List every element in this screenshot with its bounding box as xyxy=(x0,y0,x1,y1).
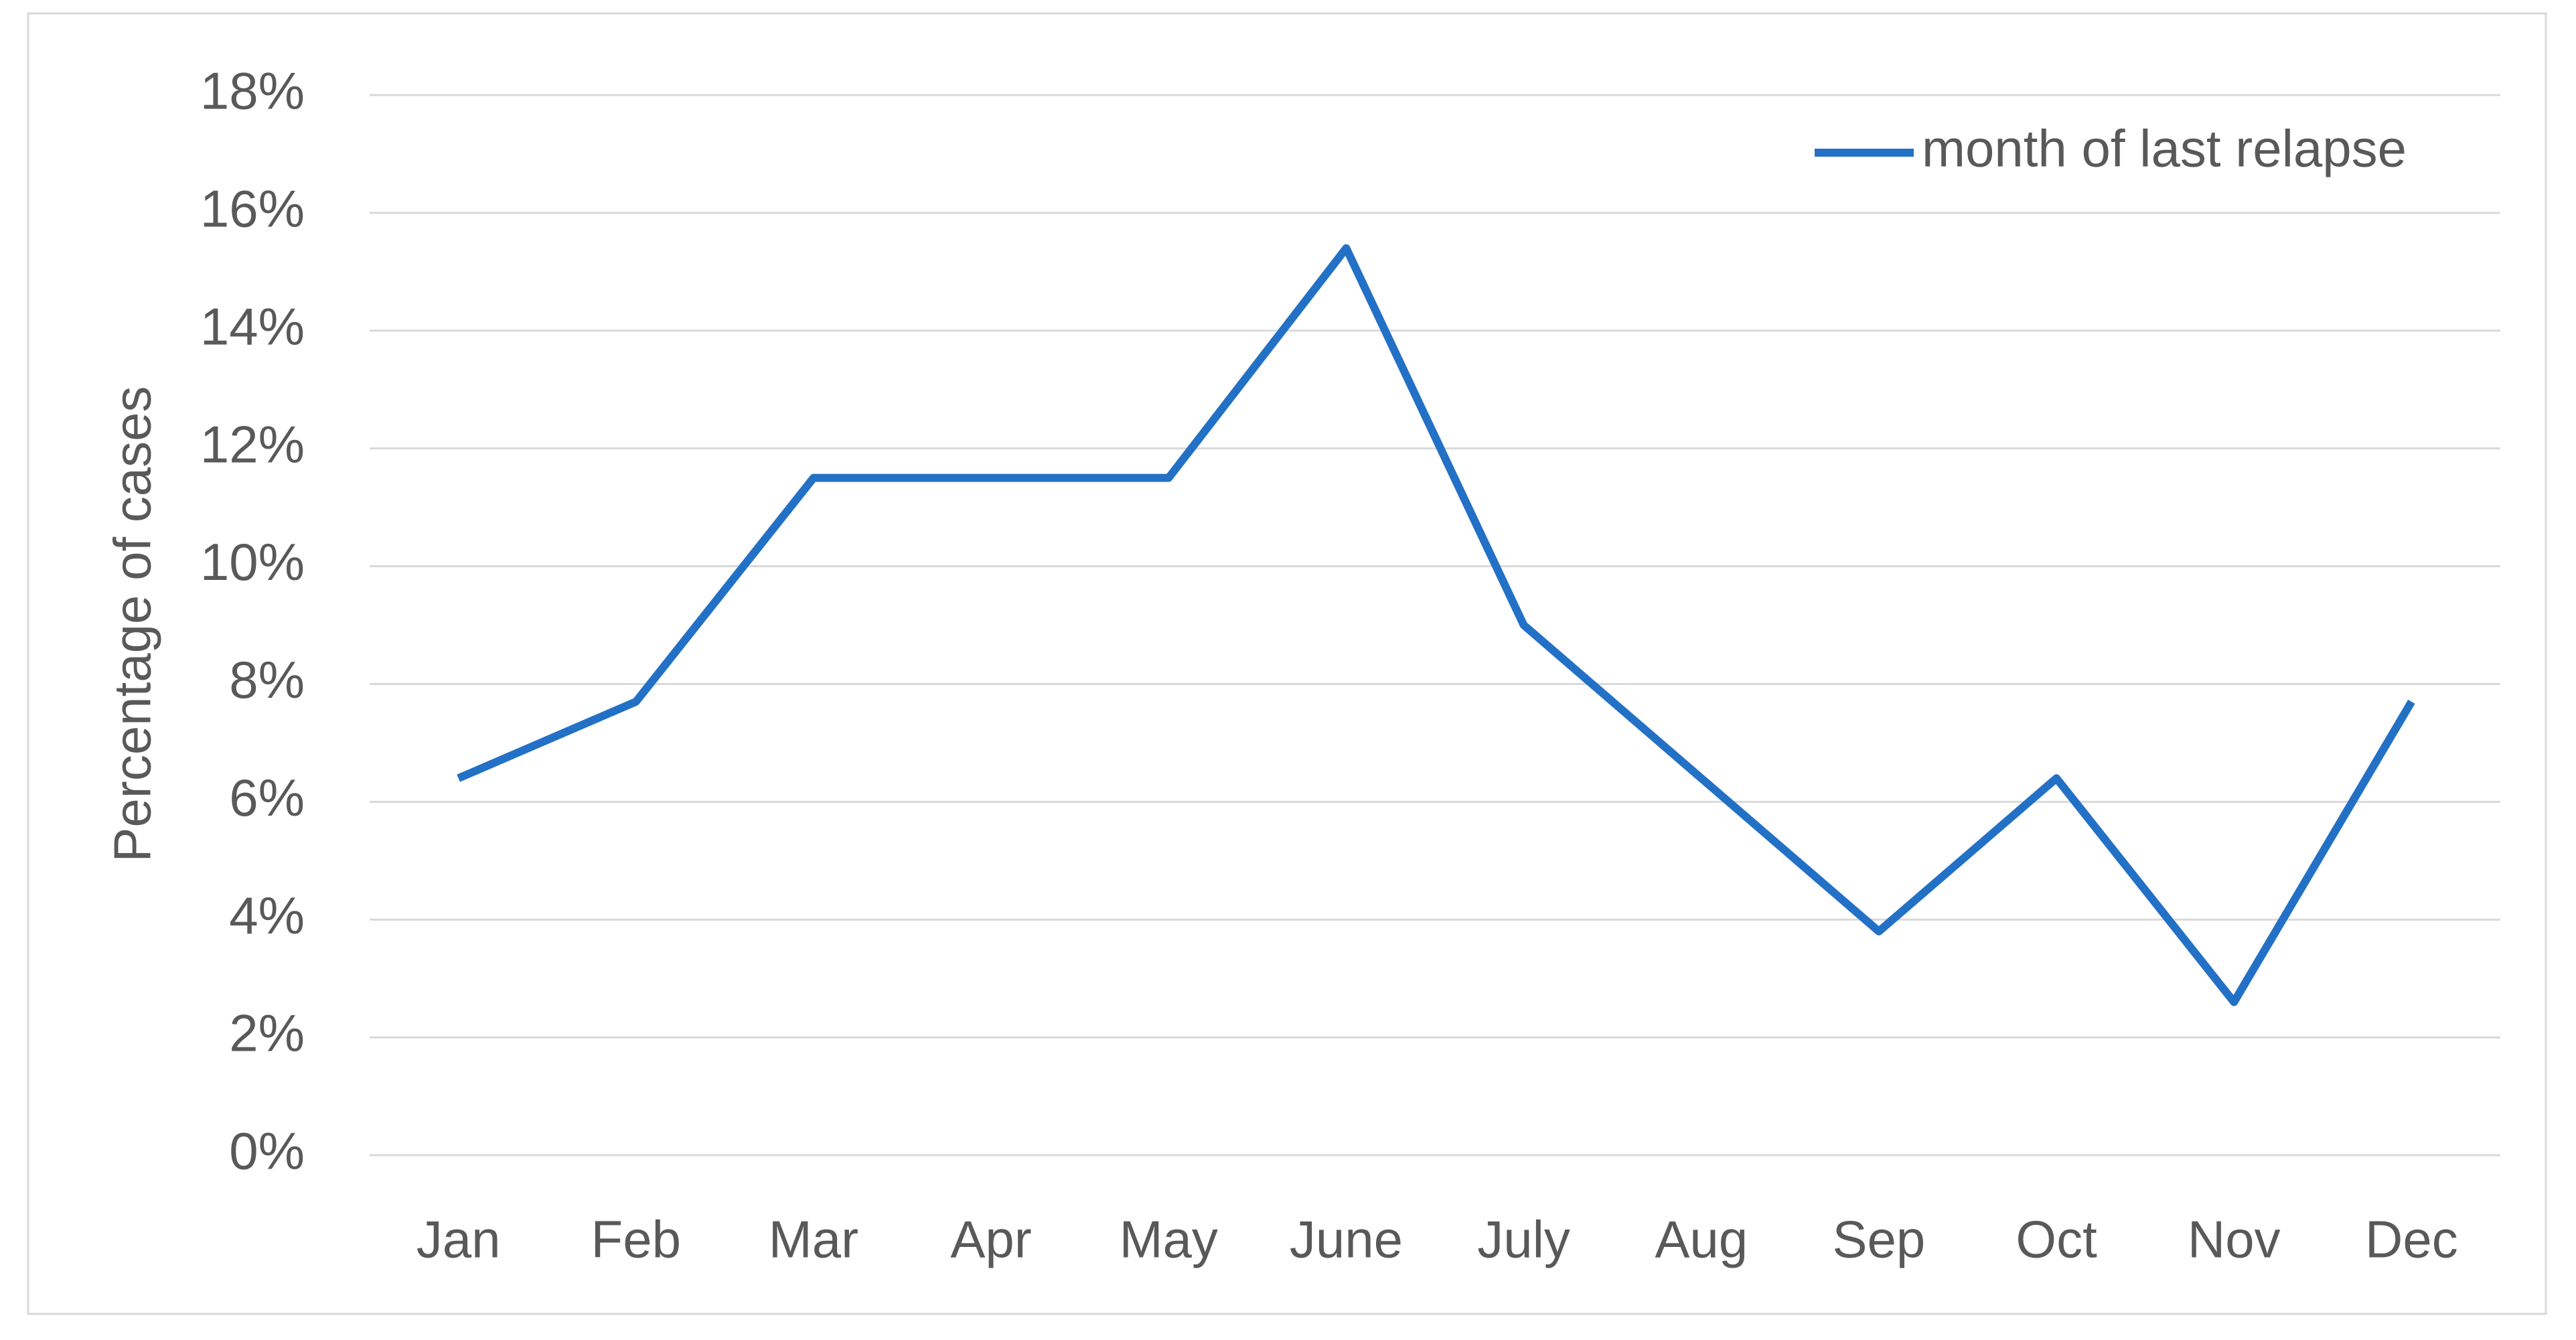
x-tick-label: July xyxy=(1477,1210,1570,1269)
y-axis-title: Percentage of cases xyxy=(103,386,162,862)
y-tick-label: 0% xyxy=(229,1122,305,1181)
y-tick-label: 2% xyxy=(229,1004,305,1063)
legend-label: month of last relapse xyxy=(1922,119,2407,178)
x-tick-label: Dec xyxy=(2365,1210,2458,1269)
y-tick-label: 8% xyxy=(229,650,305,709)
y-tick-label: 12% xyxy=(200,415,305,473)
y-tick-label: 18% xyxy=(200,62,305,121)
data-line xyxy=(457,244,2415,1007)
x-tick-label: Feb xyxy=(591,1210,681,1269)
x-tick-label: Mar xyxy=(769,1210,858,1269)
y-tick-label: 16% xyxy=(200,179,305,238)
x-tick-label: Apr xyxy=(950,1210,1031,1269)
x-tick-label: Nov xyxy=(2188,1210,2281,1269)
y-tick-label: 6% xyxy=(229,768,305,827)
x-tick-label: Sep xyxy=(1833,1210,1926,1269)
y-tick-label: 4% xyxy=(229,886,305,945)
x-tick-label: Aug xyxy=(1655,1210,1748,1269)
x-tick-label: May xyxy=(1120,1210,1218,1269)
y-tick-label: 14% xyxy=(200,297,305,356)
x-tick-label: June xyxy=(1290,1210,1403,1269)
chart-frame xyxy=(27,12,2547,1315)
y-tick-label: 10% xyxy=(200,532,305,591)
x-tick-label: Oct xyxy=(2016,1210,2097,1269)
x-tick-label: Jan xyxy=(416,1210,501,1269)
